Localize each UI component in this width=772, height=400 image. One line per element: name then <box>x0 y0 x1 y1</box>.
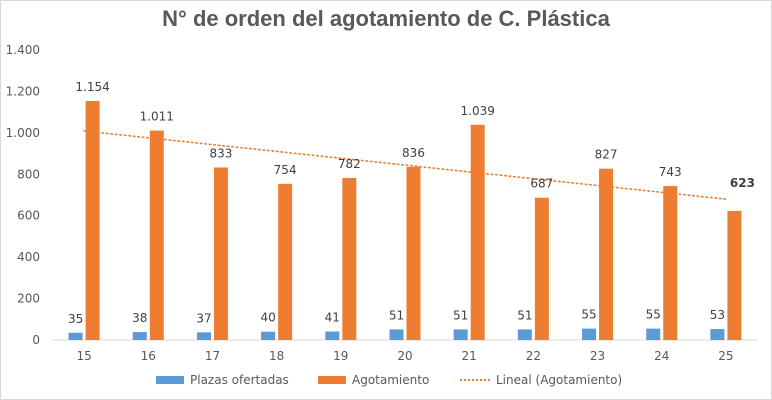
bar-plazas-ofertadas <box>132 332 147 340</box>
data-label-plazas: 51 <box>453 308 468 322</box>
data-label-agotamiento: 833 <box>210 146 233 160</box>
data-label-plazas: 53 <box>710 308 725 322</box>
bar-agotamiento <box>149 130 164 340</box>
y-tick-label: 0 <box>32 333 40 347</box>
data-label-plazas: 38 <box>132 311 147 325</box>
data-label-agotamiento: 1.039 <box>461 104 495 118</box>
y-tick-label: 1.000 <box>6 126 40 140</box>
y-tick-label: 1.200 <box>6 84 40 98</box>
legend-item-plazas: Plazas ofertadas <box>156 373 289 387</box>
bar-agotamiento <box>278 183 293 340</box>
y-tick-label: 600 <box>17 209 40 223</box>
y-tick-label: 800 <box>17 167 40 181</box>
bar-plazas-ofertadas <box>325 331 340 340</box>
legend-item-trendline: Lineal (Agotamiento) <box>460 373 622 387</box>
data-label-agotamiento: 1.154 <box>75 80 109 94</box>
legend-swatch-agotamiento <box>318 376 346 384</box>
legend-swatch-trendline <box>460 379 490 381</box>
data-label-plazas: 51 <box>517 308 532 322</box>
data-label-plazas: 35 <box>68 312 83 326</box>
bar-agotamiento <box>727 210 742 340</box>
data-label-agotamiento: 836 <box>402 146 425 160</box>
bar-agotamiento <box>534 197 549 340</box>
x-tick-label: 17 <box>205 349 220 363</box>
data-label-plazas: 41 <box>325 311 340 325</box>
bar-plazas-ofertadas <box>710 329 725 340</box>
x-tick-label: 21 <box>462 349 477 363</box>
bar-plazas-ofertadas <box>68 332 83 340</box>
bar-plazas-ofertadas <box>453 329 468 340</box>
x-tick-labels: 15 16 17 18 19 20 21 22 23 24 25 <box>76 349 733 363</box>
bar-plazas-ofertadas <box>517 329 532 340</box>
x-tick-label: 20 <box>397 349 412 363</box>
bar-agotamiento <box>599 168 614 340</box>
bar-plazas-ofertadas <box>582 328 597 340</box>
bar-agotamiento <box>85 100 100 340</box>
x-tick-label: 23 <box>590 349 605 363</box>
data-label-agotamiento: 754 <box>274 163 297 177</box>
legend-label-trendline: Lineal (Agotamiento) <box>496 373 623 387</box>
legend-swatch-plazas <box>156 376 184 384</box>
bar-agotamiento <box>470 124 485 341</box>
data-label-agotamiento: 687 <box>530 177 553 191</box>
y-tick-label: 200 <box>17 292 40 306</box>
data-label-agotamiento: 827 <box>595 148 618 162</box>
data-label-plazas: 55 <box>581 308 596 322</box>
data-label-agotamiento: 1.011 <box>140 110 174 124</box>
data-label-plazas: 55 <box>646 308 661 322</box>
legend-label-plazas: Plazas ofertadas <box>190 373 289 387</box>
x-tick-label: 22 <box>526 349 541 363</box>
bar-plazas-ofertadas <box>646 328 661 340</box>
legend-label-agotamiento: Agotamiento <box>352 373 430 387</box>
x-tick-label: 18 <box>269 349 284 363</box>
data-label-agotamiento: 743 <box>659 165 682 179</box>
bars <box>68 100 742 341</box>
bar-plazas-ofertadas <box>261 331 276 340</box>
bar-agotamiento <box>406 166 421 340</box>
data-labels: 35 1.154 38 1.011 37 833 40 754 41 782 51 836 51 1.03… <box>68 80 755 326</box>
legend-item-agotamiento: Agotamiento <box>318 373 429 387</box>
x-tick-label: 24 <box>654 349 669 363</box>
data-label-plazas: 51 <box>389 308 404 322</box>
data-label-agotamiento: 782 <box>338 157 361 171</box>
bar-plazas-ofertadas <box>196 332 211 340</box>
bar-plazas-ofertadas <box>389 329 404 340</box>
trendline-agotamiento <box>83 130 727 200</box>
x-tick-label: 25 <box>718 349 733 363</box>
data-label-plazas: 40 <box>260 311 275 325</box>
bar-agotamiento <box>213 167 228 340</box>
bar-agotamiento <box>342 178 357 340</box>
legend: Plazas ofertadas Agotamiento Lineal (Ago… <box>0 373 772 391</box>
bar-agotamiento <box>663 186 678 340</box>
data-label-agotamiento: 623 <box>730 176 755 190</box>
y-axis: 0 200 400 600 800 1.000 1.200 1.400 <box>6 43 40 347</box>
trendline <box>83 130 727 200</box>
y-tick-label: 400 <box>17 250 40 264</box>
chart-title: N° de orden del agotamiento de C. Plásti… <box>162 6 610 31</box>
y-tick-label: 1.400 <box>6 43 40 57</box>
x-tick-label: 19 <box>333 349 348 363</box>
data-label-plazas: 37 <box>196 311 211 325</box>
x-tick-label: 15 <box>76 349 91 363</box>
x-tick-label: 16 <box>141 349 156 363</box>
